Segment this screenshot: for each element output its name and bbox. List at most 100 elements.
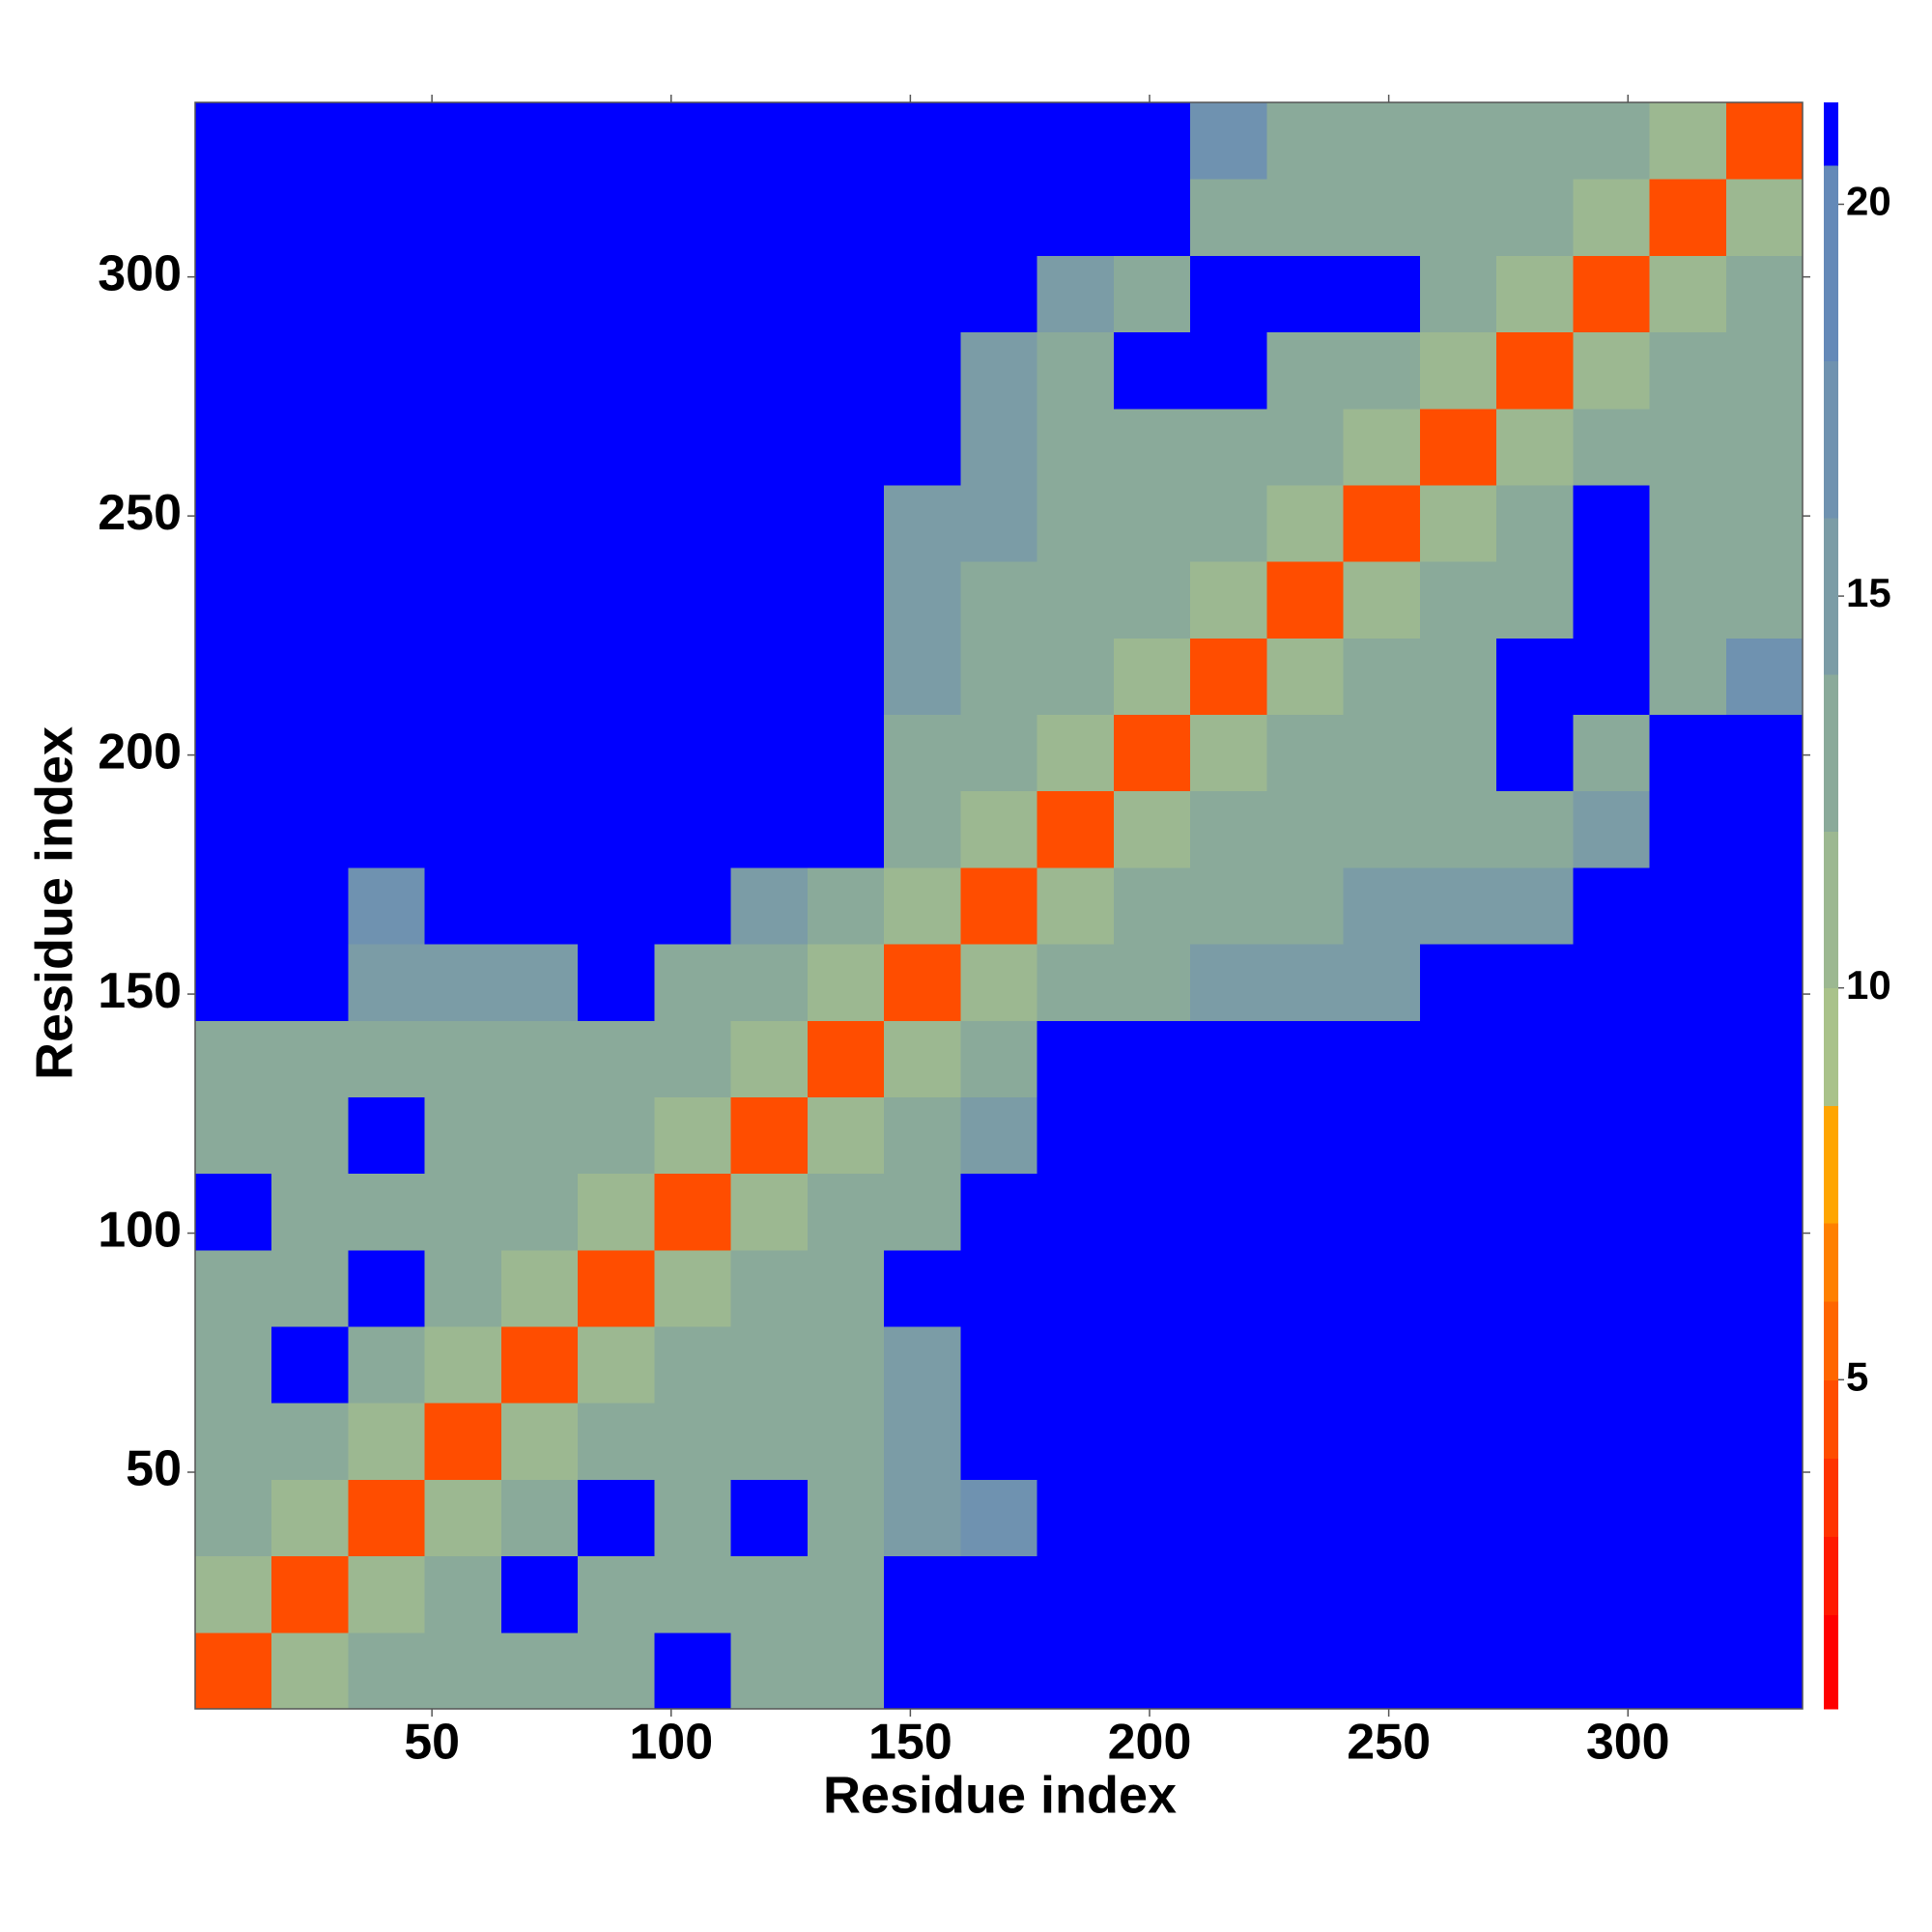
cell bbox=[807, 561, 885, 639]
cell bbox=[884, 944, 961, 1021]
cell bbox=[1573, 1555, 1651, 1634]
cell bbox=[1419, 1632, 1497, 1710]
cell bbox=[1573, 179, 1651, 256]
cell bbox=[195, 1632, 272, 1710]
colorbar-segment bbox=[1824, 1536, 1838, 1616]
cell bbox=[730, 1326, 809, 1404]
cell bbox=[578, 1479, 655, 1557]
cell bbox=[271, 714, 349, 792]
cell bbox=[424, 408, 502, 486]
cell bbox=[424, 331, 502, 410]
cell bbox=[1573, 102, 1651, 180]
cell bbox=[1113, 179, 1191, 256]
cell bbox=[1113, 408, 1191, 486]
cell bbox=[1496, 1020, 1574, 1097]
colorbar-segment bbox=[1824, 1379, 1838, 1459]
cell bbox=[1725, 1173, 1804, 1251]
cell bbox=[500, 1249, 579, 1327]
cell bbox=[271, 867, 349, 945]
cell bbox=[1419, 484, 1497, 562]
cell bbox=[424, 790, 502, 868]
cell bbox=[654, 484, 732, 562]
cell bbox=[730, 1249, 809, 1327]
cell bbox=[271, 1020, 349, 1097]
cell bbox=[1113, 790, 1191, 868]
heatmap bbox=[195, 102, 1804, 1710]
cell bbox=[1113, 1096, 1191, 1175]
cell bbox=[195, 1479, 272, 1557]
cell bbox=[807, 1403, 885, 1480]
cell bbox=[1725, 561, 1804, 639]
cell bbox=[1496, 638, 1574, 716]
cell bbox=[1649, 1096, 1727, 1175]
x-tick-label: 150 bbox=[868, 1715, 952, 1771]
cell bbox=[1266, 484, 1345, 562]
cell bbox=[500, 867, 579, 945]
cell bbox=[1419, 714, 1497, 792]
cell bbox=[1496, 1173, 1574, 1251]
cell bbox=[1343, 1020, 1421, 1097]
cell bbox=[807, 331, 885, 410]
cell bbox=[348, 1173, 426, 1251]
cell bbox=[1725, 1020, 1804, 1097]
colorbar-segment bbox=[1824, 360, 1838, 519]
cell bbox=[271, 944, 349, 1021]
cell bbox=[1725, 1403, 1804, 1480]
cell bbox=[807, 714, 885, 792]
cell bbox=[1266, 1632, 1345, 1710]
cell bbox=[1649, 944, 1727, 1021]
cell bbox=[1573, 790, 1651, 868]
cell bbox=[1419, 102, 1497, 180]
cell bbox=[424, 1479, 502, 1557]
cell bbox=[730, 1403, 809, 1480]
cell bbox=[424, 1632, 502, 1710]
cell bbox=[1573, 1173, 1651, 1251]
cell bbox=[1419, 1403, 1497, 1480]
cell bbox=[1343, 944, 1421, 1021]
cell bbox=[1496, 331, 1574, 410]
cell bbox=[1190, 1020, 1267, 1097]
cell bbox=[348, 179, 426, 256]
cell bbox=[578, 179, 655, 256]
cell bbox=[271, 1479, 349, 1557]
cell bbox=[578, 1173, 655, 1251]
cell bbox=[500, 790, 579, 868]
colorbar-segment bbox=[1824, 831, 1838, 989]
cell bbox=[884, 1173, 961, 1251]
cell bbox=[1113, 1249, 1191, 1327]
cell bbox=[807, 484, 885, 562]
cell bbox=[271, 561, 349, 639]
cell bbox=[1190, 1632, 1267, 1710]
cell bbox=[1419, 944, 1497, 1021]
cell bbox=[424, 1403, 502, 1480]
cell bbox=[1266, 1326, 1345, 1404]
cell bbox=[1419, 179, 1497, 256]
colorbar-segment bbox=[1824, 674, 1838, 832]
cell bbox=[1725, 255, 1804, 333]
cell bbox=[654, 1096, 732, 1175]
cell bbox=[1573, 1096, 1651, 1175]
cell bbox=[960, 638, 1038, 716]
colorbar-tick-label: 15 bbox=[1846, 570, 1891, 615]
cell bbox=[1343, 1249, 1421, 1327]
cell bbox=[1496, 1249, 1574, 1327]
cell bbox=[424, 1173, 502, 1251]
cell bbox=[654, 1249, 732, 1327]
cell bbox=[271, 1249, 349, 1327]
cell bbox=[500, 714, 579, 792]
cell bbox=[884, 331, 961, 410]
cell bbox=[730, 1632, 809, 1710]
cell bbox=[1573, 1020, 1651, 1097]
cell bbox=[195, 790, 272, 868]
cell bbox=[1725, 790, 1804, 868]
cell bbox=[960, 1479, 1038, 1557]
cell bbox=[1496, 714, 1574, 792]
cell bbox=[807, 408, 885, 486]
cell bbox=[348, 408, 426, 486]
cell bbox=[1573, 1326, 1651, 1404]
cell bbox=[195, 867, 272, 945]
cell bbox=[195, 561, 272, 639]
cell bbox=[1496, 179, 1574, 256]
cell bbox=[654, 1173, 732, 1251]
cell bbox=[271, 1096, 349, 1175]
